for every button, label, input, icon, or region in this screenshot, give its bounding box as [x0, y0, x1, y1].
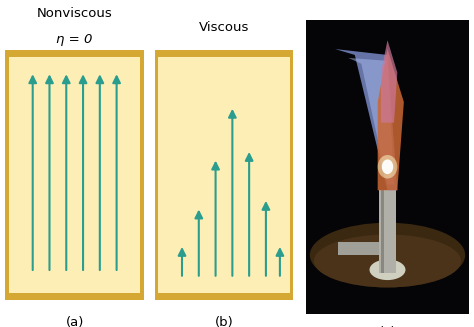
Text: Nonviscous: Nonviscous [37, 7, 112, 20]
Bar [5, 50, 144, 300]
Bar [338, 242, 379, 255]
Ellipse shape [370, 260, 405, 280]
Polygon shape [335, 49, 397, 190]
Ellipse shape [382, 159, 393, 174]
Bar [379, 190, 396, 273]
Ellipse shape [378, 155, 397, 179]
Ellipse shape [310, 223, 465, 287]
Polygon shape [381, 40, 397, 123]
Bar [158, 57, 290, 293]
Text: (a): (a) [65, 316, 84, 327]
Ellipse shape [314, 234, 461, 287]
Text: η = 0: η = 0 [56, 32, 93, 45]
Bar [155, 50, 293, 300]
Text: (c): (c) [379, 326, 396, 327]
Text: Viscous: Viscous [199, 21, 249, 34]
Text: (b): (b) [215, 316, 233, 327]
Polygon shape [348, 58, 394, 184]
Bar [9, 57, 140, 293]
Bar [381, 190, 384, 273]
Polygon shape [378, 49, 404, 190]
